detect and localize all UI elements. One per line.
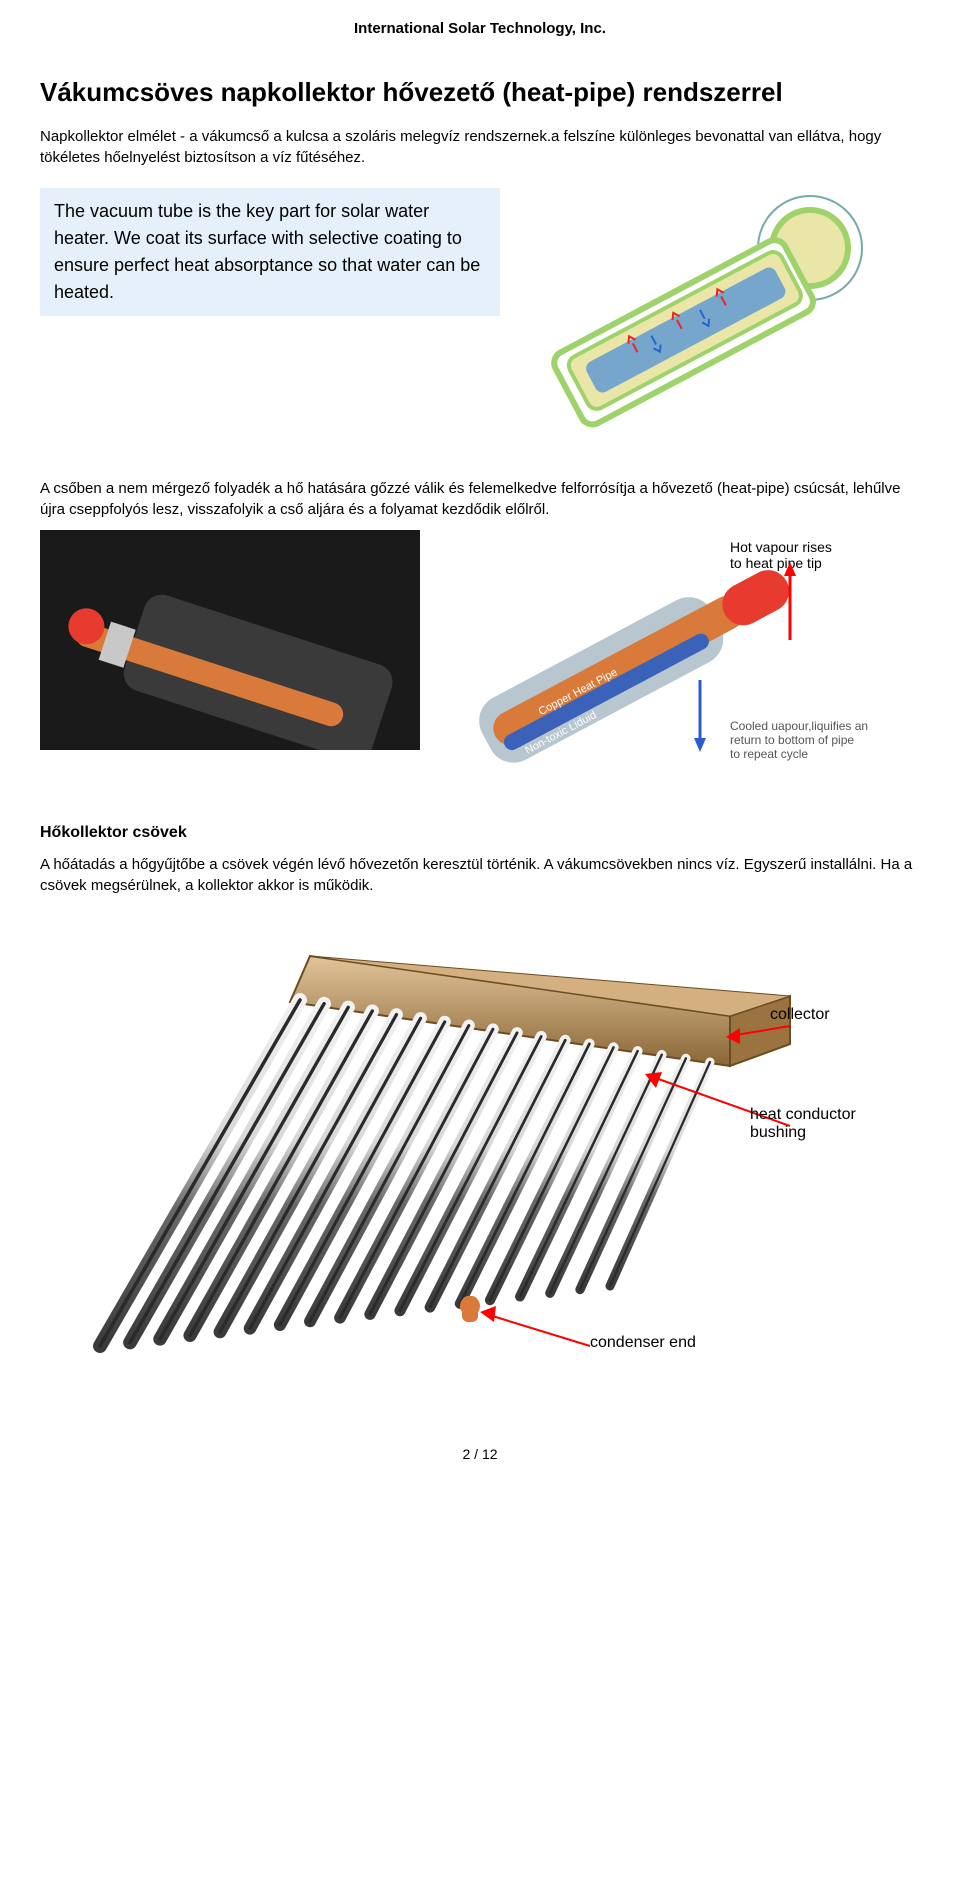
figure-vacuum-tube-text: The vacuum tube is the key part for sola… (40, 188, 500, 316)
sub-paragraph: A hőátadás a hőgyűjtőbe a csövek végén l… (40, 854, 920, 896)
fig3-label-condenser: condenser end (590, 1334, 696, 1352)
page-title: Vákumcsöves napkollektor hővezető (heat-… (40, 77, 920, 108)
fig2-label-bottom: Cooled uapour,liquifies anreturn to bott… (730, 719, 868, 761)
sub-heading: Hőkollektor csövek (40, 824, 920, 842)
figure-collector: collector heat conductor bushing condens… (90, 906, 870, 1386)
page-footer: 2 / 12 (40, 1446, 920, 1462)
intro-paragraph: Napkollektor elmélet - a vákumcső a kulc… (40, 126, 920, 168)
figure-heatpipe-photo (40, 530, 420, 750)
figure-vacuum-tube-svg (520, 188, 880, 448)
figure-heatpipe-diagram: Hot vapour risesto heat pipe tip Evacuat… (440, 530, 920, 794)
fig3-label-bushing: heat conductor bushing (750, 1106, 870, 1142)
figure-vacuum-tube-row: The vacuum tube is the key part for sola… (40, 188, 920, 448)
mid-paragraph: A csőben a nem mérgező folyadék a hő hat… (40, 478, 920, 520)
page-header: International Solar Technology, Inc. (40, 20, 920, 37)
figure-heatpipe-row: Hot vapour risesto heat pipe tip Evacuat… (40, 530, 920, 794)
fig2-label-top: Hot vapour risesto heat pipe tip (730, 539, 832, 571)
fig3-label-collector: collector (770, 1006, 830, 1024)
